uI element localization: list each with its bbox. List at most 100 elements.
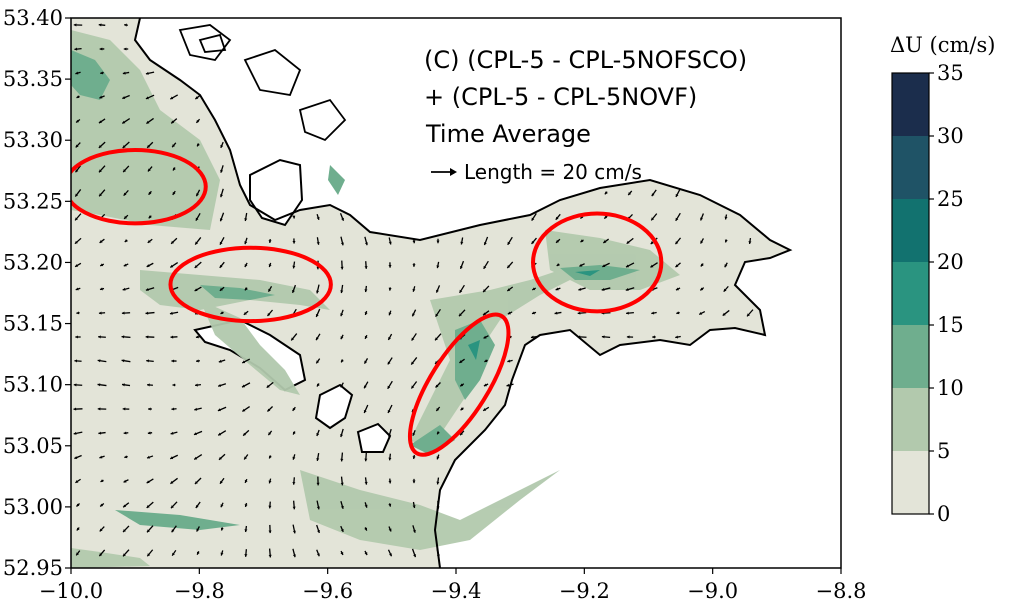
vector-arrowhead [459,289,463,293]
vector-arrowhead [483,408,487,411]
x-tick-label: −9.0 [687,579,738,603]
vector-arrowhead [75,193,79,197]
vector-arrowhead [145,71,149,75]
vector-arrowhead [124,215,128,219]
vector-arrowhead [578,287,582,291]
y-tick-label: 53.25 [3,189,63,213]
vector-arrowhead [243,432,247,436]
vector-arrowhead [170,96,174,100]
vector-arrowhead [412,480,416,484]
vector-arrowhead [412,313,415,317]
vector-arrowhead [268,530,272,534]
vector-arrowhead [100,263,104,267]
vector-arrowhead [675,217,679,221]
vector-arrowhead [124,455,128,459]
vector-arrowhead [507,288,511,291]
vector-arrowhead [170,335,174,339]
vector-arrowhead [100,479,104,482]
vector-arrowhead [388,528,392,532]
vector-arrowhead [99,240,103,243]
vector-arrowhead [220,504,224,508]
vector-arrowhead [292,431,296,435]
vector-arrowhead [579,263,583,267]
vector-arrowhead [220,527,224,531]
vector-arrowhead [507,311,511,315]
vector-arrowhead [146,505,150,508]
vector-arrowhead [268,240,272,243]
vector-arrowhead [122,287,126,291]
vector-arrowhead [73,383,77,387]
vector-arrowhead [196,119,200,123]
vector-arrowhead [316,482,320,486]
vector-arrowhead [220,311,224,314]
colorbar [892,73,929,514]
vector-arrowhead [412,264,416,267]
vector-arrowhead [340,434,344,438]
vector-arrowhead [76,311,80,315]
vector-arrowhead [531,311,535,315]
vector-arrowhead [172,383,176,387]
vector-arrowhead [460,241,464,245]
colorbar-segment [892,199,929,262]
vector-arrowhead [363,409,367,413]
vector-arrowhead [483,335,487,339]
vector-arrowhead [412,529,416,533]
vector-arrowhead [364,504,368,508]
vector-arrowhead [121,311,125,315]
vector-arrowhead [172,167,176,171]
vector-arrowhead [650,264,654,268]
vector-arrowhead [123,504,127,508]
vector-arrowhead [147,455,150,459]
vector-arrowhead [172,144,176,148]
vector-arrowhead [340,266,344,270]
vector-arrowhead [268,432,272,436]
vector-arrowhead [412,505,416,509]
vector-arrowhead [316,506,320,510]
vector-arrowhead [532,287,536,291]
vector-arrowhead [604,191,608,195]
vector-arrowhead [292,407,296,411]
vector-arrowhead [700,217,703,221]
vector-arrowhead [531,240,535,244]
vector-arrowhead [195,383,198,387]
vector-arrowhead [340,336,344,340]
vector-arrowhead [436,506,440,510]
vector-arrowhead [316,360,320,364]
vector-arrowhead [220,194,223,198]
vector-arrowhead [292,506,296,510]
vector-arrowhead [483,312,487,316]
vector-arrowhead [675,193,679,197]
vector-arrowhead [388,457,392,461]
vector-arrowhead [507,241,511,245]
vector-arrowhead [98,431,102,435]
vector-arrowhead [387,361,391,365]
vector-arrowhead [436,240,440,244]
vector-arrowhead [387,409,391,413]
vector-arrowhead [530,335,534,339]
vector-arrowhead [292,215,296,219]
vector-arrowhead [171,529,175,533]
highlight-ellipse [168,245,333,324]
vector-arrowhead [459,265,463,269]
title-line1: (C) (CPL-5 - CPL-5NOFSCO) [424,46,747,74]
y-tick-label: 53.10 [3,373,63,397]
vector-arrowhead [577,335,581,339]
colorbar-frame [891,72,930,515]
y-tick-label: 53.40 [3,6,63,30]
vector-arrowhead [145,288,149,291]
water-domain [71,18,790,568]
vector-arrowhead [412,456,416,459]
vector-arrowhead [99,553,103,557]
vector-arrowhead [364,289,368,293]
vector-arrowhead [148,215,152,219]
colorbar-segment [892,136,929,199]
vector-arrowhead [388,265,392,268]
vector-arrowhead [483,265,487,269]
vector-arrowhead [219,287,223,291]
y-tick-label: 53.30 [3,128,63,152]
subtitle: Time Average [425,120,591,148]
vector-arrowhead [507,359,511,363]
vector-arrowhead [76,552,80,556]
vector-arrowhead [73,23,77,27]
vector-arrowhead [122,383,125,387]
